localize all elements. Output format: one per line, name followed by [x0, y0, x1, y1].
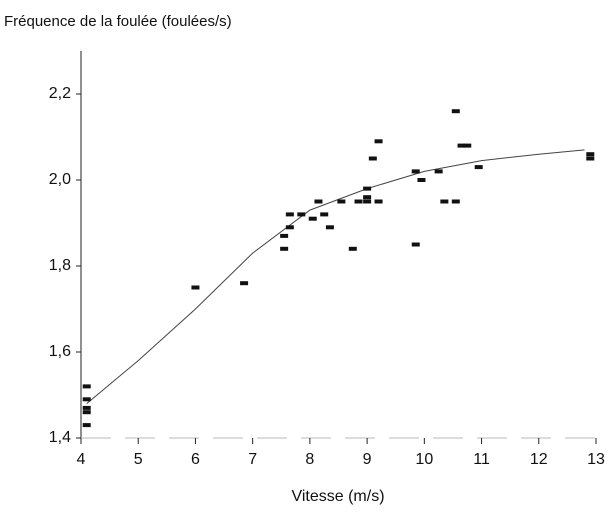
point: [280, 246, 289, 251]
point: [82, 405, 91, 410]
point: [320, 212, 329, 217]
point: [354, 199, 363, 204]
point: [82, 397, 91, 402]
point: [457, 143, 466, 148]
point: [297, 212, 306, 217]
point: [417, 178, 426, 182]
point: [82, 384, 91, 389]
point: [463, 143, 472, 148]
point: [363, 195, 372, 200]
point: [337, 199, 346, 204]
point: [374, 139, 383, 144]
point: [308, 216, 317, 221]
point: [285, 225, 294, 230]
x-tick-label: 10: [415, 451, 433, 468]
point: [586, 152, 595, 157]
x-axis-label: Vitesse (m/s): [291, 488, 384, 505]
y-tick-label: 1,8: [49, 257, 71, 274]
point: [363, 186, 372, 191]
point: [82, 423, 91, 428]
point: [374, 199, 383, 204]
x-tick-label: 11: [473, 451, 490, 468]
point: [314, 199, 323, 204]
point: [586, 156, 595, 161]
point: [363, 199, 372, 204]
y-tick-label: 1,4: [49, 429, 71, 446]
x-tick-label: 9: [363, 451, 372, 468]
point: [280, 233, 289, 238]
fit-curve: [86, 149, 585, 404]
y-tick-label: 1,6: [49, 343, 71, 360]
point: [368, 156, 377, 161]
point: [434, 169, 443, 174]
x-tick-label: 8: [305, 451, 314, 468]
point: [474, 165, 483, 170]
x-tick-label: 6: [191, 451, 200, 468]
point: [451, 109, 460, 114]
point: [451, 199, 460, 204]
chart-title: Fréquence de la foulée (foulées/s): [4, 13, 232, 30]
point: [440, 199, 449, 204]
x-tick-label: 13: [587, 451, 605, 468]
y-tick-label: 2,2: [49, 85, 71, 102]
x-tick-label: 5: [134, 451, 143, 468]
point: [82, 410, 91, 415]
point: [411, 242, 420, 247]
x-tick-label: 4: [77, 451, 86, 468]
point: [325, 225, 334, 230]
y-tick-label: 2,0: [49, 171, 71, 188]
x-tick-label: 7: [248, 451, 257, 468]
point: [348, 246, 357, 251]
point: [191, 285, 200, 290]
point: [285, 212, 294, 217]
point: [240, 281, 249, 286]
x-tick-label: 12: [530, 451, 548, 468]
point: [411, 169, 420, 174]
